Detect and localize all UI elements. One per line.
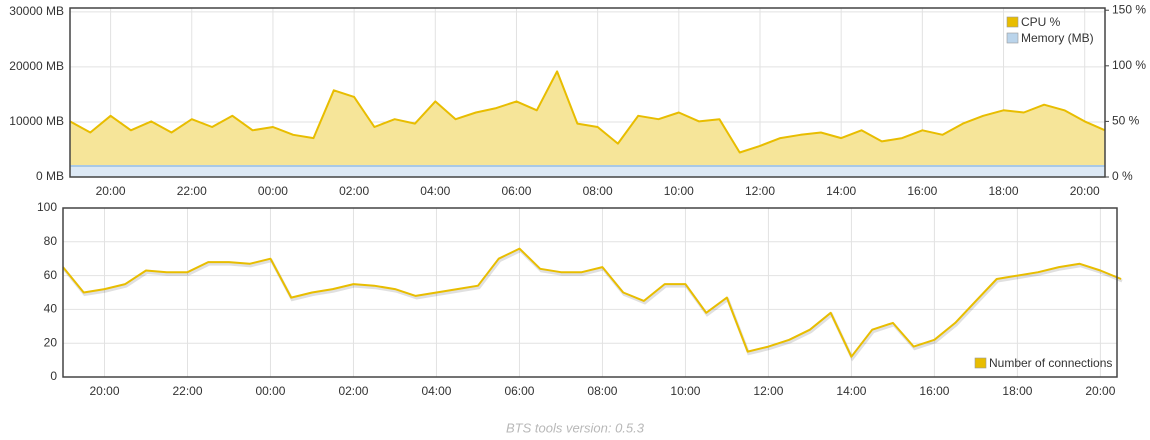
x-tick-label: 20:00: [1070, 184, 1100, 198]
x-tick-label: 06:00: [504, 384, 534, 398]
y-tick-label: 20000 MB: [9, 59, 64, 73]
x-tick-label: 00:00: [255, 384, 285, 398]
x-tick-label: 14:00: [826, 184, 856, 198]
x-tick-label: 10:00: [664, 184, 694, 198]
x-tick-label: 00:00: [258, 184, 288, 198]
plot-frame: [62, 207, 1118, 378]
x-tick-label: 20:00: [96, 184, 126, 198]
y2-tick-label: 50 %: [1112, 114, 1140, 128]
legend-swatch: [974, 357, 987, 369]
y-tick-label: 80: [44, 234, 58, 248]
x-tick-label: 18:00: [1002, 384, 1032, 398]
x-tick-label: 02:00: [338, 384, 368, 398]
x-tick-label: 12:00: [753, 384, 783, 398]
x-tick-label: 22:00: [172, 384, 202, 398]
legend-swatch: [1006, 32, 1019, 44]
footer-version: BTS tools version: 0.5.3: [506, 420, 645, 435]
x-tick-label: 04:00: [420, 184, 450, 198]
legend-label: Memory (MB): [1021, 31, 1094, 45]
y-tick-label: 20: [44, 335, 58, 349]
x-tick-label: 16:00: [919, 384, 949, 398]
x-tick-label: 08:00: [583, 184, 613, 198]
x-tick-label: 06:00: [501, 184, 531, 198]
x-tick-label: 12:00: [745, 184, 775, 198]
x-tick-label: 10:00: [670, 384, 700, 398]
y-tick-label: 10000 MB: [9, 114, 64, 128]
x-tick-label: 02:00: [339, 184, 369, 198]
x-tick-label: 20:00: [1085, 384, 1115, 398]
y2-tick-label: 100 %: [1112, 58, 1146, 72]
y2-tick-label: 150 %: [1112, 2, 1146, 16]
x-tick-label: 08:00: [587, 384, 617, 398]
series-line: [62, 247, 1122, 358]
legend-label: CPU %: [1021, 15, 1061, 29]
legend-label: Number of connections: [989, 356, 1112, 370]
y-tick-label: 100: [37, 200, 57, 214]
y-tick-label: 60: [44, 268, 58, 282]
legend-swatch: [1006, 16, 1019, 28]
x-tick-label: 14:00: [836, 384, 866, 398]
series-line: [69, 70, 1106, 154]
y-tick-label: 30000 MB: [9, 4, 64, 18]
y-tick-label: 40: [44, 302, 58, 316]
x-tick-label: 22:00: [177, 184, 207, 198]
plot-background: [63, 208, 1117, 377]
y-tick-label: 0 MB: [36, 169, 64, 183]
plot-frame: [69, 7, 1106, 178]
series-shadow: [62, 248, 1123, 362]
x-tick-label: 04:00: [421, 384, 451, 398]
series-area: [70, 166, 1105, 177]
x-tick-label: 18:00: [989, 184, 1019, 198]
y-tick-label: 0: [50, 369, 57, 383]
x-tick-label: 20:00: [89, 384, 119, 398]
x-tick-label: 16:00: [907, 184, 937, 198]
series-area: [70, 71, 1105, 177]
y2-tick-label: 0 %: [1112, 169, 1133, 183]
